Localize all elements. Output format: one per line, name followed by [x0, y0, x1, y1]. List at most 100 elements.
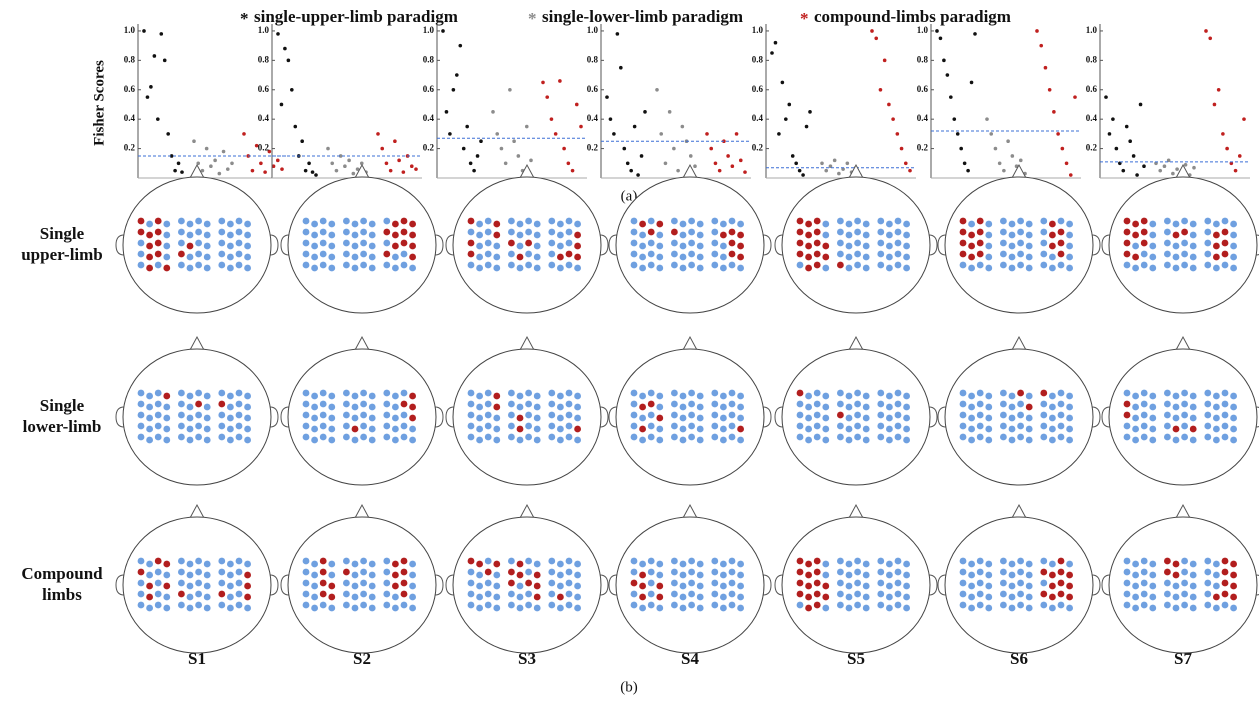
electrode: [1040, 239, 1048, 247]
electrode: [630, 568, 638, 576]
electrode: [679, 220, 687, 228]
electrode: [368, 582, 376, 590]
selected-electrode: [805, 582, 812, 590]
electrode: [186, 604, 194, 612]
electrode: [894, 590, 902, 598]
electrode: [1149, 231, 1157, 239]
electrode: [985, 220, 993, 228]
selected-electrode: [1230, 582, 1237, 590]
score-point: [343, 164, 347, 169]
electrode: [557, 436, 564, 444]
score-point: [1043, 65, 1048, 70]
selected-electrode: [1049, 231, 1056, 239]
score-point: [985, 117, 989, 121]
selected-electrode: [796, 590, 804, 598]
score-point: [451, 87, 456, 92]
electrode: [516, 593, 524, 601]
electrode: [1149, 242, 1157, 250]
electrode: [244, 436, 252, 444]
electrode: [1000, 261, 1007, 269]
electrode: [186, 414, 194, 422]
y-tick-label: 1.0: [1086, 25, 1098, 35]
electrode: [178, 557, 185, 565]
electrode: [1000, 389, 1007, 397]
electrode: [1025, 425, 1033, 433]
electrode: [218, 389, 226, 397]
electrode: [227, 436, 234, 444]
electrode: [903, 220, 910, 228]
score-point: [388, 168, 393, 173]
electrode: [1181, 422, 1188, 430]
electrode: [178, 239, 185, 247]
electrode: [845, 220, 853, 228]
electrode: [968, 571, 975, 579]
electrode: [985, 582, 993, 590]
electrode: [1221, 400, 1229, 408]
electrode: [805, 403, 812, 411]
electrode: [1149, 604, 1157, 612]
electrode: [195, 261, 203, 269]
electrode: [1025, 253, 1033, 261]
score-point: [145, 95, 150, 99]
electrode: [244, 231, 252, 239]
electrode: [671, 411, 678, 419]
electrode: [533, 242, 541, 250]
electrode: [822, 231, 830, 239]
electrode: [476, 593, 483, 601]
electrode: [319, 250, 327, 258]
selected-electrode: [516, 425, 524, 433]
electrode: [383, 568, 391, 576]
selected-electrode: [400, 557, 408, 565]
score-point: [401, 170, 406, 174]
selected-electrode: [163, 264, 171, 272]
selected-electrode: [400, 400, 408, 408]
electrode: [1025, 571, 1033, 579]
electrode: [1204, 557, 1212, 565]
electrode: [360, 422, 367, 430]
electrode: [854, 239, 861, 247]
selected-electrode: [1123, 217, 1131, 225]
score-point: [625, 161, 630, 166]
electrode: [647, 250, 655, 258]
selected-electrode: [163, 392, 171, 400]
electrode: [968, 593, 975, 601]
electrode: [244, 242, 252, 250]
electrode: [557, 220, 564, 228]
electrode: [227, 264, 234, 272]
electrode: [392, 593, 399, 601]
score-point: [359, 161, 364, 166]
electrode: [854, 557, 861, 565]
selected-electrode: [805, 231, 812, 239]
electrode: [1123, 568, 1131, 576]
electrode: [302, 400, 310, 408]
selected-electrode: [1189, 425, 1197, 433]
score-point: [639, 154, 644, 158]
y-tick-label: 1.0: [587, 25, 599, 35]
electrode: [368, 264, 376, 272]
selected-electrode: [1181, 228, 1188, 236]
electrode: [639, 560, 646, 568]
electrode: [467, 590, 475, 598]
selected-electrode: [822, 593, 830, 601]
y-tick-label: 0.6: [423, 84, 435, 94]
legend-label: single-upper-limb paradigm: [254, 7, 458, 26]
nose: [848, 503, 864, 519]
electrode: [894, 261, 902, 269]
electrode: [154, 411, 162, 419]
selected-electrode: [146, 264, 154, 272]
electrode: [1008, 571, 1016, 579]
score-point: [448, 132, 452, 136]
electrode: [639, 436, 646, 444]
electrode: [1066, 436, 1073, 444]
electrode: [696, 392, 704, 400]
selected-electrode: [493, 220, 501, 228]
subject-label: S1: [188, 649, 206, 668]
y-tick-label: 0.6: [258, 84, 270, 94]
selected-electrode: [1049, 571, 1056, 579]
ear: [762, 574, 772, 596]
electrode: [146, 560, 154, 568]
score-point: [1068, 173, 1073, 177]
selected-electrode: [1057, 239, 1065, 247]
score-point: [545, 95, 550, 99]
electrode: [467, 601, 475, 609]
